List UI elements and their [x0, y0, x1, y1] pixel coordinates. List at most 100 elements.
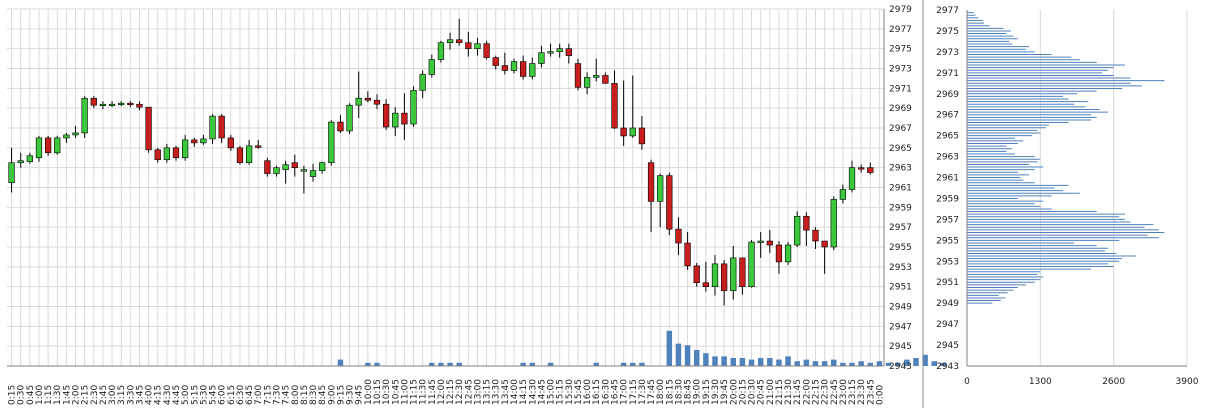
time-tick-label: 12:15 [446, 379, 456, 405]
volume-bar [520, 362, 526, 366]
time-tick-label: 3:00 [108, 385, 118, 405]
time-tick-label: 10:45 [391, 379, 401, 405]
candle-body [492, 57, 499, 66]
profile-price-tick-label: 2969 [936, 90, 959, 100]
candle-body [90, 97, 97, 106]
price-tick-label: 2967 [889, 124, 912, 134]
candle-body [730, 257, 737, 291]
volume-bar [785, 356, 791, 366]
candle-body [684, 242, 691, 267]
time-tick-label: 2:45 [99, 385, 109, 405]
time-tick-label: 6:30 [236, 385, 246, 405]
time-tick-label: 9:15 [336, 385, 346, 405]
time-tick-label: 8:00 [291, 385, 301, 405]
time-tick-label: 1:00 [35, 385, 45, 405]
candle-body [319, 162, 326, 171]
time-tick-label: 12:45 [464, 379, 474, 405]
time-tick-label: 22:30 [821, 379, 831, 405]
time-tick-label: 15:45 [574, 379, 584, 405]
volume-bar [757, 358, 764, 366]
volume-bar [675, 343, 682, 366]
candle-body [245, 145, 253, 164]
time-tick-label: 12:00 [437, 379, 447, 405]
candle-body [446, 39, 454, 44]
volume-bar [438, 362, 444, 366]
time-tick-label: 8:45 [318, 385, 328, 405]
candle-body [547, 51, 554, 54]
volume-bar [894, 362, 901, 366]
volume-bar [748, 359, 755, 366]
volume-bar [693, 350, 700, 366]
time-tick-label: 13:45 [501, 379, 511, 405]
time-tick-label: 0:15 [8, 385, 18, 405]
profile-price-tick-label: 2963 [936, 153, 959, 163]
profile-price-tick-label: 2967 [936, 111, 959, 121]
candle-body [346, 104, 353, 132]
time-tick-label: 16:30 [601, 379, 611, 405]
time-tick-label: 5:30 [199, 385, 209, 405]
candle-body [848, 167, 856, 190]
candle-body [282, 164, 289, 170]
candle-body [803, 215, 810, 231]
volume-bar [904, 359, 910, 366]
time-tick-label: 8:30 [309, 385, 319, 405]
candle-body [538, 52, 545, 64]
candle-body [291, 162, 298, 168]
time-tick-label: 17:30 [638, 379, 648, 405]
volume-bar [849, 362, 855, 366]
time-tick-label: 1:30 [53, 385, 63, 405]
time-tick-label: 3:15 [117, 385, 127, 405]
time-tick-label: 10:15 [373, 379, 383, 405]
candle-body [410, 90, 417, 125]
candle-body [675, 228, 682, 244]
time-tick-label: 16:00 [583, 379, 593, 405]
candle-body [191, 139, 198, 144]
profile-price-tick-label: 2949 [936, 299, 959, 309]
volume-bar [337, 359, 344, 366]
time-tick-label: 11:00 [400, 379, 410, 405]
profile-price-tick-label: 2959 [936, 194, 959, 204]
candle-body [574, 63, 582, 88]
candle-body [565, 48, 572, 56]
candle-body [739, 257, 746, 287]
time-tick-label: 9:30 [346, 385, 356, 405]
candle-body [867, 167, 874, 173]
time-tick-label: 0:00 [875, 385, 885, 405]
time-tick-label: 7:00 [254, 385, 264, 405]
candle-body [172, 147, 180, 159]
candle-body [227, 137, 234, 149]
candle-body [99, 103, 107, 106]
candle-body [154, 149, 161, 161]
time-tick-label: 10:30 [382, 379, 392, 405]
candle-body [437, 42, 445, 60]
price-tick-label: 2953 [889, 263, 912, 273]
volume-bars [337, 330, 947, 366]
volume-bar [712, 356, 718, 366]
time-tick-label: 3:45 [135, 385, 145, 405]
volume-bar [730, 358, 737, 366]
time-tick-label: 9:45 [355, 385, 365, 405]
profile-price-tick-label: 2957 [936, 215, 959, 225]
price-chart-grid [7, 8, 884, 367]
time-tick-label: 16:45 [611, 379, 621, 405]
candle-body [510, 61, 518, 71]
candle-body [556, 48, 563, 52]
volume-profile-axes: 0 1300 2600 3900 2977 2975 2973 2971 2969 2967 296… [936, 6, 1199, 387]
profile-x-tick-label: 3900 [1176, 377, 1199, 387]
candle-body [620, 127, 627, 137]
candle-body [364, 97, 371, 101]
volume-bar [739, 358, 746, 366]
candle-body [309, 170, 317, 177]
time-tick-label: 20:15 [738, 379, 748, 405]
time-tick-label: 20:00 [729, 379, 739, 405]
time-tick-label: 4:30 [163, 385, 173, 405]
time-tick-label: 17:00 [620, 379, 630, 405]
time-tick-label: 18:15 [665, 379, 675, 405]
volume-bar [867, 362, 874, 366]
volume-bar [858, 361, 864, 366]
time-tick-label: 4:15 [154, 385, 164, 405]
time-tick-label: 7:30 [272, 385, 282, 405]
candle-body [382, 103, 390, 128]
candle-body [136, 103, 143, 108]
